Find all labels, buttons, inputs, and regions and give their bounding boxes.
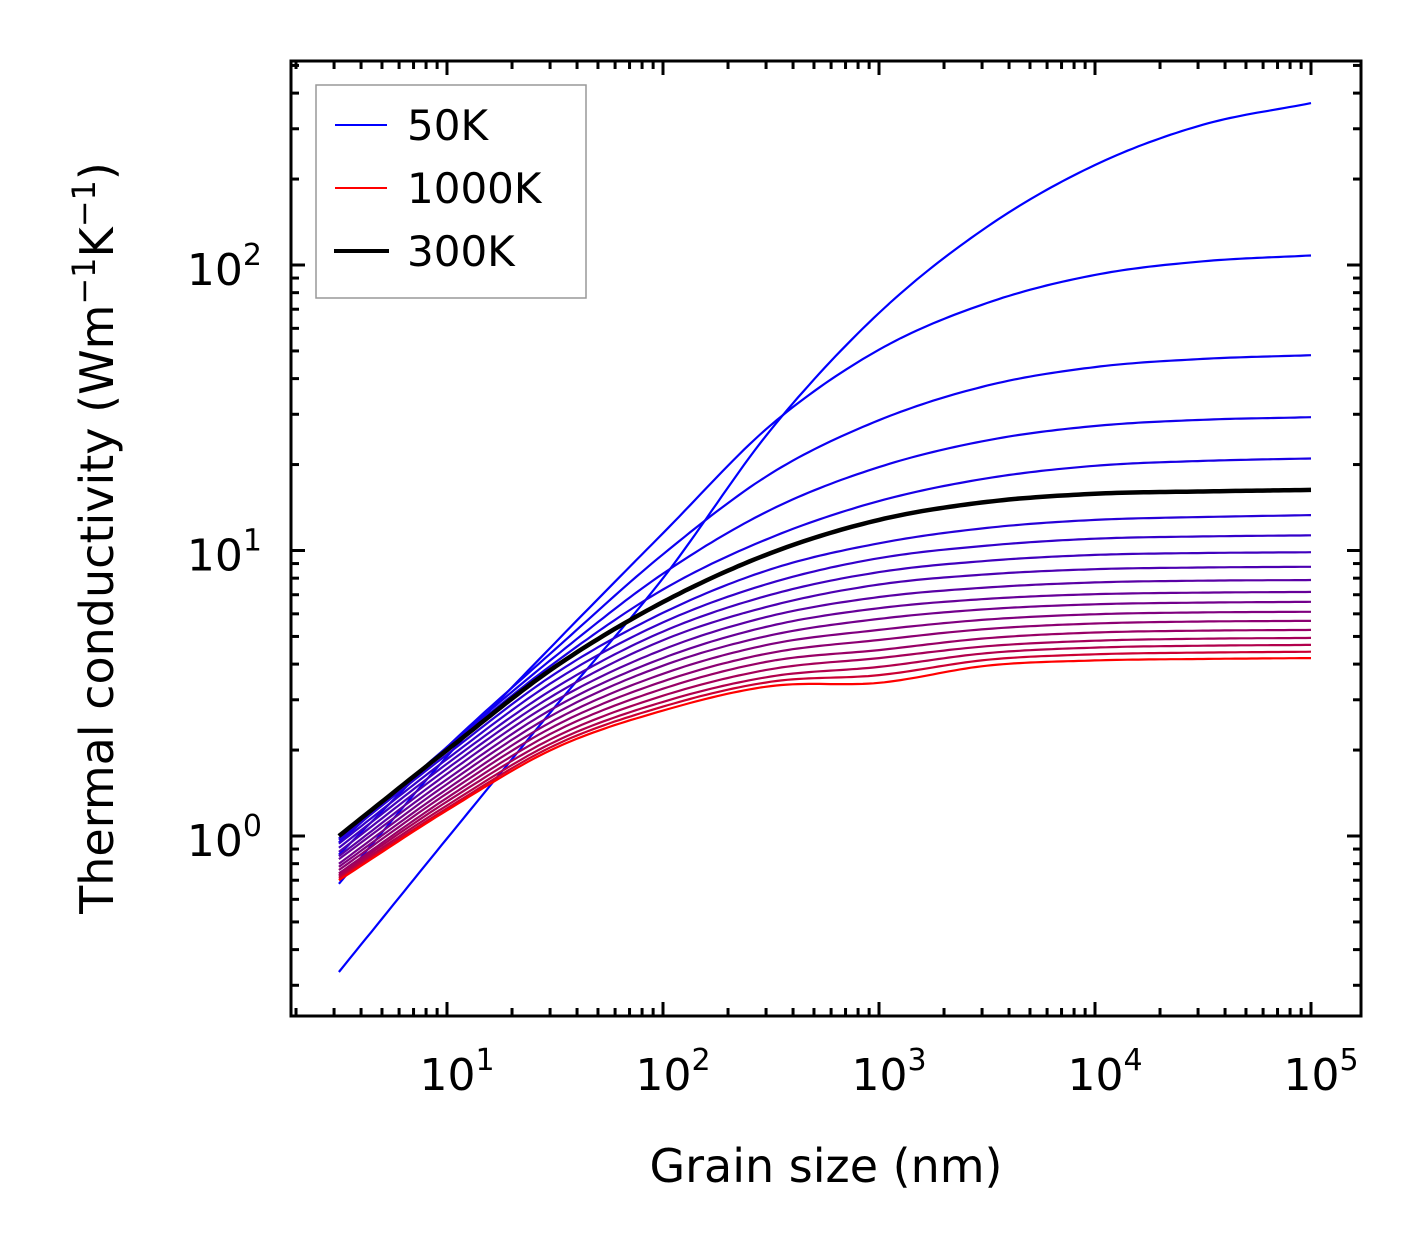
plot-frame xyxy=(289,59,1363,1018)
series-line-850k xyxy=(338,636,1312,876)
series-line-300k xyxy=(337,487,1312,838)
series-line-900k xyxy=(338,643,1311,878)
series-line-250k xyxy=(338,457,1312,840)
series-line-600k xyxy=(338,590,1312,860)
y-tick-label: 101 xyxy=(187,524,262,582)
series-line-1000k xyxy=(338,657,1311,882)
series-line-450k xyxy=(338,551,1312,849)
x-tick-label: 102 xyxy=(635,1043,710,1101)
x-tick-labels: 101 102 103 104 105 xyxy=(419,1043,1358,1101)
series-line-650k xyxy=(338,600,1312,865)
legend-label-300k: 300K xyxy=(407,227,516,276)
series-line-400k xyxy=(338,534,1312,845)
legend-label-1000k: 1000K xyxy=(407,164,543,213)
ticks-layer xyxy=(291,61,1361,1016)
y-tick-label: 100 xyxy=(187,809,262,867)
series-line-950k xyxy=(338,650,1312,880)
y-tick-labels: 100 101 102 xyxy=(187,238,262,867)
series-line-200k xyxy=(338,416,1312,844)
x-axis-label: Grain size (nm) xyxy=(650,1139,1003,1193)
series-line-750k xyxy=(338,619,1311,871)
legend-label-50k: 50K xyxy=(407,101,489,150)
series-line-500k xyxy=(338,565,1311,853)
y-axis-label: Thermal conductivity (Wm−1K−1) xyxy=(65,162,124,915)
legend-frame xyxy=(315,84,587,299)
legend: 50K 1000K 300K xyxy=(315,84,587,299)
x-tick-label: 105 xyxy=(1283,1043,1358,1101)
series-line-700k xyxy=(338,610,1311,868)
y-tick-label: 102 xyxy=(187,238,262,296)
x-tick-label: 101 xyxy=(419,1043,494,1101)
x-tick-label: 104 xyxy=(1067,1043,1142,1101)
series-line-150k xyxy=(338,354,1312,856)
series-line-550k xyxy=(338,578,1312,858)
series-line-350k xyxy=(338,514,1312,841)
curves-layer xyxy=(337,102,1312,973)
series-line-800k xyxy=(338,628,1312,875)
x-tick-label: 103 xyxy=(851,1043,926,1101)
